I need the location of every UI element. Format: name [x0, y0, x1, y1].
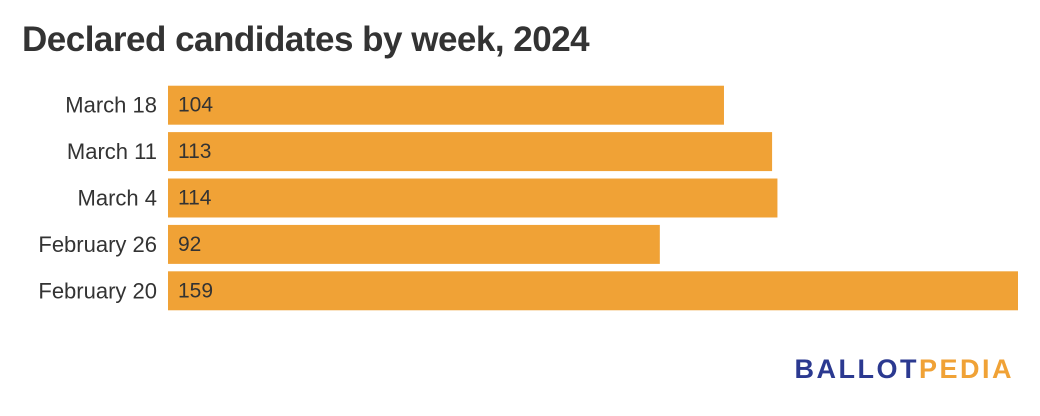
logo-part-ballot: BALLOT	[794, 354, 919, 384]
value-label: 92	[178, 233, 201, 256]
value-label: 113	[178, 140, 211, 163]
value-label: 114	[178, 187, 212, 210]
chart-title: Declared candidates by week, 2024	[22, 20, 590, 59]
bar-february-20	[168, 271, 1018, 311]
bar-march-4	[168, 178, 778, 218]
bar-february-26	[168, 224, 660, 264]
bar-march-11	[168, 132, 773, 172]
category-label: March 11	[67, 139, 157, 164]
ballotpedia-logo: BALLOTPEDIA	[794, 354, 1014, 385]
logo-part-pedia: PEDIA	[918, 354, 1014, 384]
value-label: 159	[178, 279, 213, 302]
category-label: March 18	[65, 93, 157, 118]
category-label: February 20	[38, 278, 157, 303]
category-label: March 4	[78, 186, 157, 211]
category-label: February 26	[38, 232, 157, 257]
value-label: 104	[178, 94, 213, 117]
bar-march-18	[168, 85, 724, 125]
